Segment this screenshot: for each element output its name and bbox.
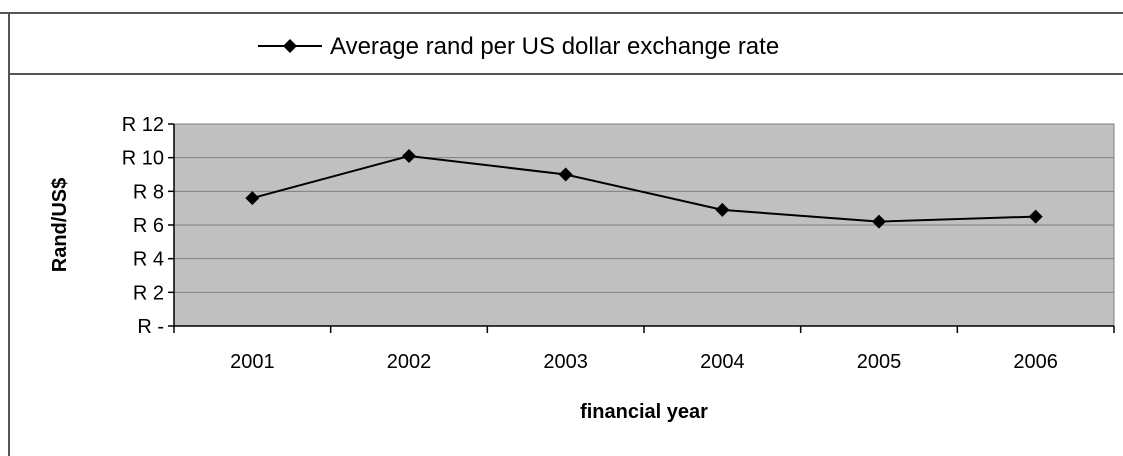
y-tick-label: R 2 — [133, 282, 164, 304]
y-ticks: R - R 2 R 4 R 6 R 8 R 10 R 12 — [122, 114, 174, 338]
x-tick-label: 2003 — [543, 351, 588, 373]
x-tick-label: 2002 — [387, 351, 432, 373]
y-tick-label: R 6 — [133, 215, 164, 237]
x-axis-title: financial year — [580, 401, 708, 423]
y-tick-label: R 12 — [122, 114, 164, 136]
y-tick-label: R - — [137, 316, 164, 338]
legend: Average rand per US dollar exchange rate — [258, 33, 779, 60]
x-tick-label: 2004 — [700, 351, 745, 373]
x-tick-label: 2006 — [1013, 351, 1058, 373]
legend-label: Average rand per US dollar exchange rate — [330, 33, 779, 60]
series-group — [245, 148, 1043, 229]
data-point-marker — [872, 214, 886, 229]
data-point-marker — [558, 167, 573, 182]
y-tick-label: R 4 — [133, 249, 164, 271]
data-point-marker — [245, 191, 260, 206]
x-tick-label: 2005 — [857, 351, 902, 373]
y-tick-label: R 10 — [122, 148, 164, 170]
x-ticks: 2001 2002 2003 2004 2005 2006 — [173, 326, 1115, 373]
data-point-marker — [715, 202, 730, 217]
gridlines — [174, 123, 1114, 293]
y-axis-title: Rand/US$ — [49, 178, 71, 272]
data-point-marker — [1028, 209, 1043, 224]
series-line — [252, 154, 1036, 223]
legend-diamond-marker — [283, 39, 297, 53]
x-tick-label: 2001 — [230, 351, 275, 373]
data-point-marker — [402, 148, 416, 163]
y-tick-label: R 8 — [133, 181, 164, 203]
plot-area — [173, 123, 1115, 327]
